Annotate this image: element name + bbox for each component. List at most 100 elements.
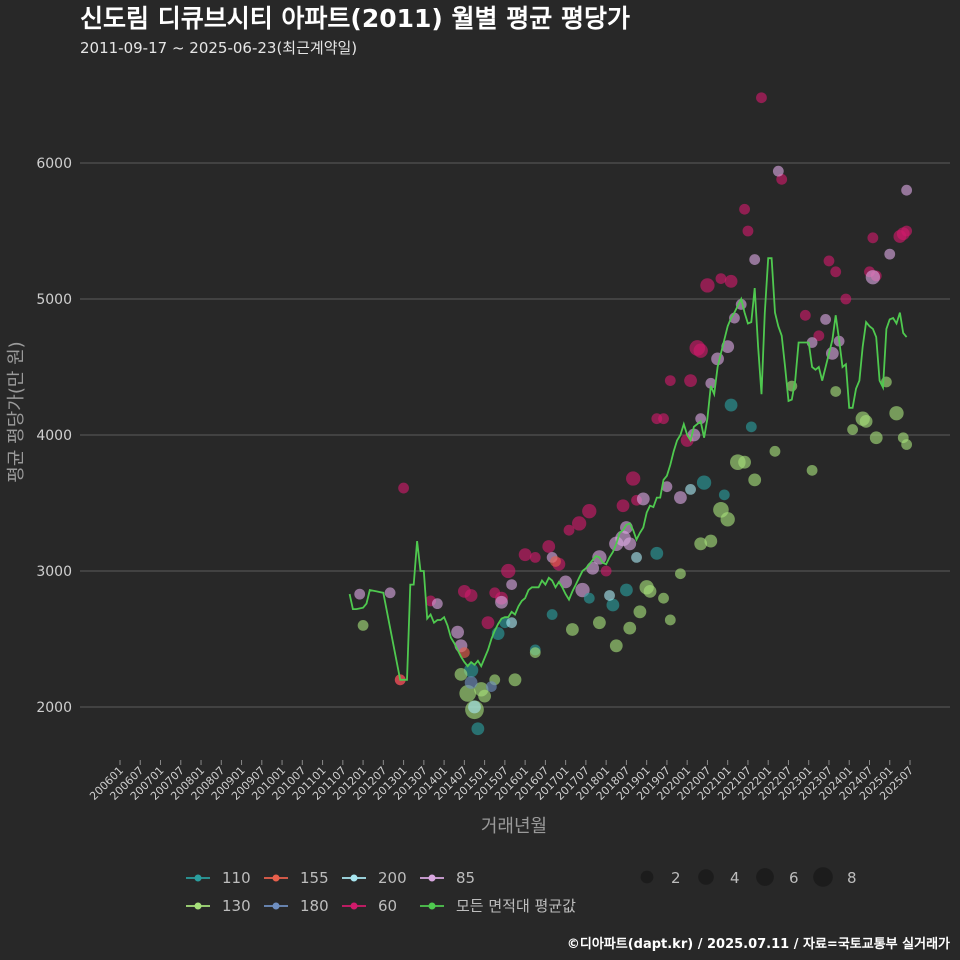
point-60-28 — [715, 273, 727, 284]
point-130-10 — [593, 616, 606, 630]
legend-swatch-6 — [350, 902, 358, 910]
point-85-15 — [623, 537, 637, 551]
point-85-3 — [451, 625, 465, 639]
gridlines — [80, 162, 950, 708]
point-60-30 — [739, 203, 750, 215]
point-130-15 — [643, 585, 657, 598]
legend-swatch-4 — [194, 902, 202, 910]
point-130-22 — [720, 512, 735, 527]
point-110-5 — [546, 609, 558, 620]
point-130-19 — [694, 537, 708, 551]
point-85-27 — [772, 165, 784, 177]
legend-label-2: 200 — [378, 869, 407, 887]
point-130-0 — [357, 620, 369, 631]
point-85-20 — [695, 413, 707, 425]
point-60-32 — [756, 92, 767, 104]
legend-size-dot-8 — [813, 867, 833, 887]
y-tick-labels: 2000 3000 4000 5000 6000 — [36, 156, 72, 716]
point-110-7 — [606, 598, 620, 612]
point-180-1 — [485, 681, 497, 692]
legend-swatch-1 — [272, 874, 280, 882]
point-130-24 — [738, 455, 751, 469]
point-130-18 — [675, 568, 686, 580]
legend-swatch-3 — [428, 874, 436, 882]
point-60-0 — [398, 482, 409, 494]
chart-subtitle: 2011-09-17 ~ 2025-06-23(최근계약일) — [80, 39, 357, 57]
point-60-27 — [700, 278, 715, 293]
legend-size-label-4: 4 — [730, 869, 740, 887]
point-60-4 — [464, 589, 478, 602]
point-85-32 — [865, 270, 881, 285]
point-130-26 — [769, 445, 781, 457]
point-200-0 — [468, 700, 481, 714]
point-60-8 — [501, 563, 516, 579]
point-85-0 — [354, 588, 366, 600]
point-60-18 — [626, 471, 641, 486]
average-line-group — [348, 257, 908, 681]
point-60-33 — [776, 173, 788, 185]
point-130-12 — [623, 621, 637, 635]
point-85-33 — [884, 248, 896, 260]
point-130-35 — [889, 406, 904, 421]
legend-size-dot-4 — [698, 869, 714, 885]
point-85-17 — [661, 481, 673, 493]
chart-title: 신도림 디큐브시티 아파트(2011) 월별 평균 평당가 — [80, 4, 630, 33]
point-85-18 — [674, 491, 687, 504]
point-85-29 — [820, 314, 831, 325]
point-60-15 — [582, 504, 597, 519]
point-200-2 — [604, 590, 615, 601]
point-130-32 — [859, 415, 873, 428]
point-130-9 — [565, 623, 579, 636]
point-110-13 — [745, 421, 757, 433]
legend-size-label-6: 6 — [789, 869, 799, 887]
point-130-37 — [901, 439, 913, 450]
point-60-44 — [901, 225, 913, 237]
point-85-2 — [431, 598, 443, 610]
point-85-1 — [384, 587, 396, 599]
y-axis-label: 평균 평당가(만 원) — [6, 341, 27, 482]
point-110-1 — [471, 722, 485, 736]
scatter-points — [354, 92, 913, 736]
point-180-0 — [464, 676, 478, 689]
point-85-8 — [559, 575, 573, 589]
y-tick-3000: 3000 — [36, 564, 72, 580]
point-200-3 — [631, 552, 642, 563]
point-60-14 — [571, 516, 587, 531]
point-130-8 — [529, 647, 541, 658]
x-tick-labels: 2006012006072007012007072008012008072009… — [87, 760, 916, 803]
point-130-30 — [847, 424, 859, 435]
point-85-5 — [495, 595, 508, 609]
point-130-1 — [454, 667, 468, 681]
point-130-29 — [830, 386, 842, 397]
point-130-13 — [633, 605, 647, 619]
point-60-31 — [742, 225, 754, 237]
point-130-2 — [459, 685, 477, 702]
point-85-16 — [636, 492, 650, 506]
legend-size-dot-6 — [756, 868, 774, 886]
point-60-11 — [542, 540, 556, 553]
point-130-11 — [609, 639, 623, 653]
y-tick-6000: 6000 — [36, 156, 72, 172]
legend-size-label-2: 2 — [671, 869, 681, 887]
legend-swatch-0 — [194, 874, 202, 882]
legend-swatch-2 — [350, 874, 358, 882]
point-130-7 — [508, 673, 522, 687]
point-85-21 — [705, 377, 717, 389]
legend-label-4: 130 — [222, 897, 251, 915]
legend-label-6: 60 — [378, 897, 397, 915]
point-130-28 — [806, 464, 818, 476]
point-60-35 — [813, 330, 825, 342]
point-85-34 — [901, 184, 913, 196]
point-85-23 — [721, 340, 735, 353]
point-60-17 — [616, 499, 630, 513]
legend-swatch-7 — [428, 902, 436, 910]
y-tick-5000: 5000 — [36, 292, 72, 308]
point-130-33 — [869, 431, 883, 445]
point-110-6 — [583, 592, 595, 604]
legend-label-5: 180 — [300, 897, 329, 915]
point-155-1 — [458, 647, 470, 658]
point-110-10 — [696, 475, 712, 490]
point-130-20 — [704, 534, 718, 548]
point-60-24 — [684, 374, 697, 387]
